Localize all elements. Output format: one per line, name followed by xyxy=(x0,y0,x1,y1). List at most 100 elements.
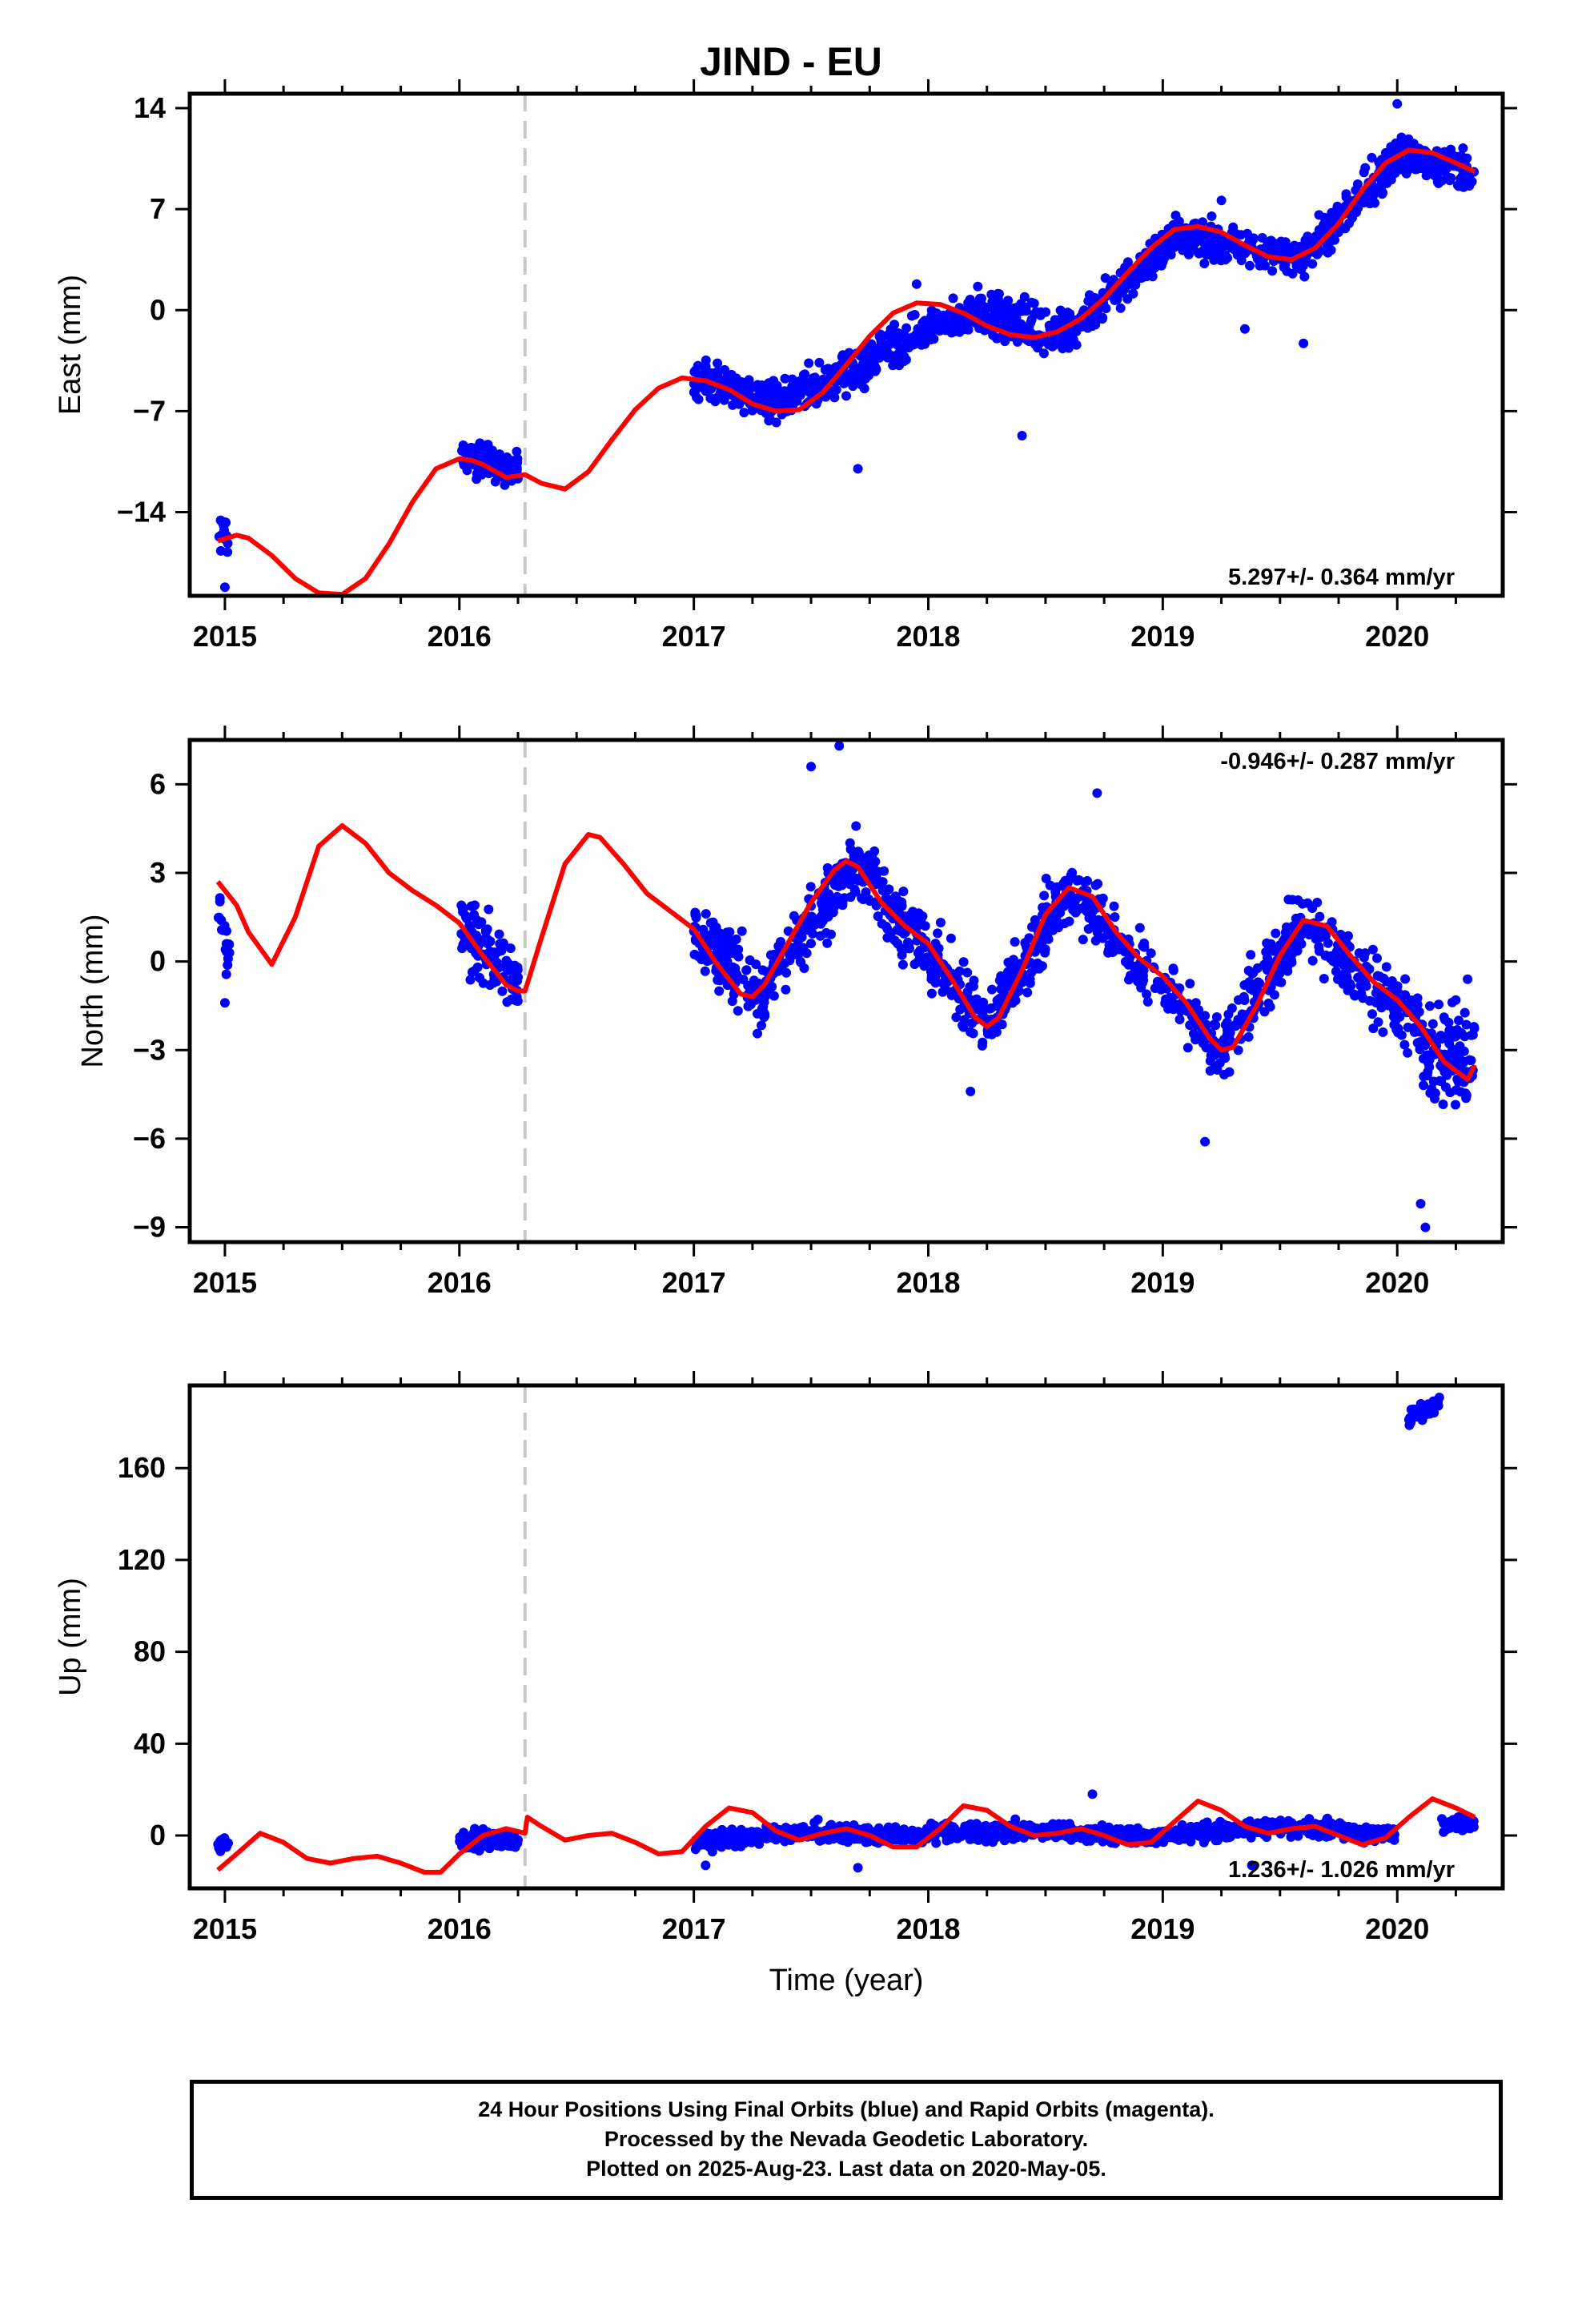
north-point xyxy=(815,917,825,927)
east-point xyxy=(1322,246,1332,256)
up-point xyxy=(974,1835,983,1845)
north-point xyxy=(781,984,791,995)
north-point xyxy=(710,940,721,951)
up-outlier-point xyxy=(853,1863,863,1873)
north-point xyxy=(1246,950,1256,960)
up-point xyxy=(1428,1396,1439,1406)
up-point xyxy=(707,1847,717,1857)
east-point xyxy=(753,392,763,402)
north-point xyxy=(788,950,798,960)
north-point xyxy=(1280,927,1291,938)
north-point xyxy=(996,984,1006,995)
north-ytick-label: −6 xyxy=(133,1122,166,1155)
east-point xyxy=(1026,317,1036,328)
up-xtick-label: 2016 xyxy=(428,1912,492,1945)
up-point xyxy=(218,1840,228,1851)
north-point xyxy=(966,1027,976,1037)
north-point xyxy=(1053,923,1063,933)
east-point xyxy=(1193,231,1203,242)
up-point xyxy=(969,1825,979,1835)
north-point xyxy=(1156,983,1166,993)
up-point xyxy=(1097,1820,1107,1830)
north-point xyxy=(879,866,889,876)
east-point xyxy=(1070,326,1080,336)
east-xtick-label: 2017 xyxy=(662,620,726,653)
east-point xyxy=(901,355,911,365)
north-point xyxy=(753,1028,762,1039)
north-point xyxy=(822,862,833,873)
east-point xyxy=(710,368,721,378)
north-point xyxy=(700,966,710,976)
east-point xyxy=(1377,189,1387,199)
north-point xyxy=(1263,998,1274,1008)
north-point xyxy=(1342,973,1352,983)
up-point xyxy=(1404,1420,1415,1430)
up-point xyxy=(1004,1832,1014,1843)
east-point xyxy=(689,367,700,377)
east-point xyxy=(1112,294,1122,304)
east-point xyxy=(1170,239,1180,250)
up-point xyxy=(1177,1819,1187,1830)
north-point xyxy=(1367,1009,1377,1019)
north-point xyxy=(221,969,231,979)
east-point xyxy=(1035,338,1045,348)
east-point xyxy=(1447,149,1457,159)
east-outlier-point xyxy=(911,279,921,289)
north-point xyxy=(1024,933,1034,943)
east-point xyxy=(1299,271,1310,282)
north-point xyxy=(765,987,775,998)
up-point xyxy=(1415,1399,1426,1409)
east-point xyxy=(713,358,723,368)
north-point xyxy=(1039,891,1050,901)
north-point xyxy=(1220,1053,1231,1063)
north-point xyxy=(838,875,849,885)
north-xtick-label: 2015 xyxy=(193,1266,257,1299)
east-point xyxy=(948,293,958,304)
north-point xyxy=(1367,944,1378,955)
north-point xyxy=(1227,1003,1237,1013)
north-point xyxy=(698,924,709,935)
north-point xyxy=(781,967,792,978)
east-point xyxy=(772,380,782,391)
east-point xyxy=(490,476,500,487)
north-point xyxy=(806,939,816,949)
north-point xyxy=(499,941,509,951)
north-point xyxy=(801,925,812,935)
north-point xyxy=(1146,948,1156,959)
up-point xyxy=(813,1815,823,1824)
east-point xyxy=(1054,336,1064,346)
north-point xyxy=(1456,1087,1466,1097)
east-point xyxy=(1014,325,1025,336)
east-point xyxy=(1360,193,1371,203)
up-point xyxy=(470,1823,480,1834)
north-point xyxy=(462,914,472,924)
east-point xyxy=(1137,261,1147,271)
north-point xyxy=(467,967,477,977)
north-point xyxy=(795,956,805,967)
north-point xyxy=(845,838,855,848)
north-point xyxy=(733,1006,743,1016)
north-point xyxy=(1037,935,1047,944)
north-point xyxy=(1134,923,1145,933)
north-point xyxy=(909,959,920,969)
east-point xyxy=(888,360,898,371)
north-point xyxy=(1459,1046,1469,1056)
north-point xyxy=(873,911,883,922)
up-point xyxy=(979,1821,990,1831)
north-point xyxy=(1438,1100,1448,1109)
north-point xyxy=(1445,1088,1456,1098)
east-point xyxy=(1347,213,1357,223)
east-point xyxy=(1016,299,1026,309)
east-ytick-label: 14 xyxy=(134,91,166,124)
east-point xyxy=(1282,266,1292,276)
north-point xyxy=(1350,990,1360,1000)
east-point xyxy=(215,545,226,556)
north-point xyxy=(690,907,701,918)
up-point xyxy=(1216,1829,1227,1839)
north-point xyxy=(757,1020,766,1031)
north-point xyxy=(1412,993,1423,1003)
up-point xyxy=(1293,1831,1303,1841)
up-point xyxy=(1437,1814,1447,1824)
up-point xyxy=(1411,1409,1421,1419)
up-point xyxy=(843,1835,853,1845)
